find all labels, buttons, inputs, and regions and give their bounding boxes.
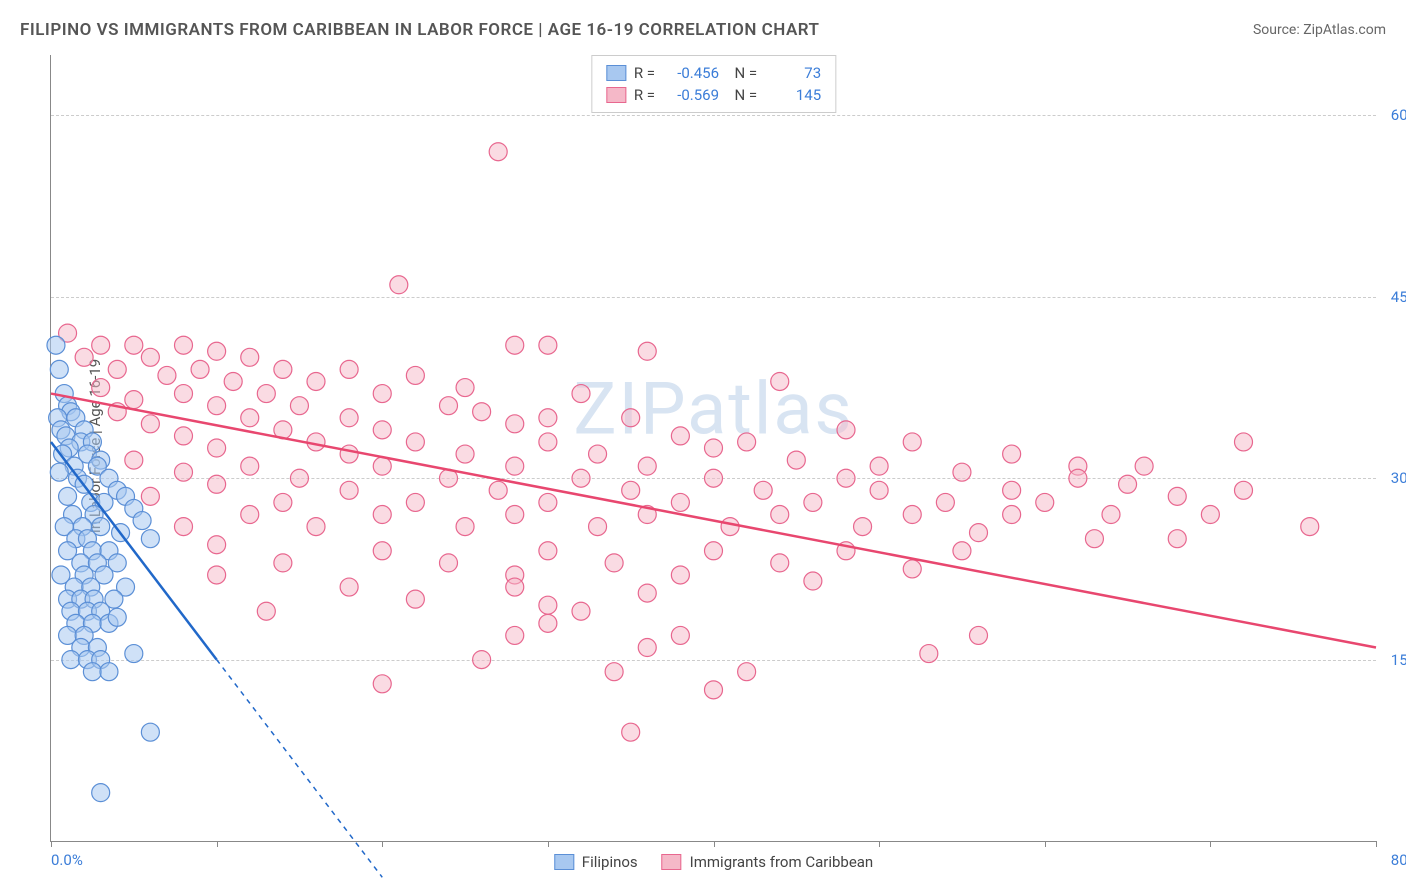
correlation-legend: R = -0.456 N = 73 R = -0.569 N = 145 — [591, 55, 836, 113]
legend-row-caribbean: R = -0.569 N = 145 — [606, 84, 821, 106]
y-tick-label: 15.0% — [1391, 651, 1406, 669]
x-tick — [1045, 841, 1046, 847]
legend-label-filipinos: Filipinos — [582, 853, 638, 871]
x-axis-min-label: 0.0% — [51, 851, 83, 869]
x-tick — [879, 841, 880, 847]
source-attribution: Source: ZipAtlas.com — [1253, 22, 1386, 38]
x-tick — [548, 841, 549, 847]
series-legend: Filipinos Immigrants from Caribbean — [554, 853, 873, 871]
r-label: R = — [634, 86, 655, 104]
legend-item-caribbean: Immigrants from Caribbean — [662, 853, 874, 871]
legend-row-filipinos: R = -0.456 N = 73 — [606, 62, 821, 84]
y-tick-label: 30.0% — [1391, 469, 1406, 487]
legend-swatch-caribbean — [606, 87, 626, 103]
legend-item-filipinos: Filipinos — [554, 853, 638, 871]
chart-title: FILIPINO VS IMMIGRANTS FROM CARIBBEAN IN… — [20, 20, 820, 40]
y-tick-label: 60.0% — [1391, 106, 1406, 124]
n-value-filipinos: 73 — [765, 64, 821, 82]
legend-label-caribbean: Immigrants from Caribbean — [690, 853, 874, 871]
n-label: N = — [727, 64, 757, 82]
r-value-filipinos: -0.456 — [663, 64, 719, 82]
x-tick — [217, 841, 218, 847]
x-tick — [51, 841, 52, 847]
n-value-caribbean: 145 — [765, 86, 821, 104]
x-tick — [714, 841, 715, 847]
x-axis-max-label: 80.0% — [1391, 851, 1406, 869]
legend-swatch-filipinos — [606, 65, 626, 81]
x-tick — [382, 841, 383, 847]
r-value-caribbean: -0.569 — [663, 86, 719, 104]
legend-swatch-caribbean — [662, 854, 682, 870]
n-label: N = — [727, 86, 757, 104]
chart-header: FILIPINO VS IMMIGRANTS FROM CARIBBEAN IN… — [20, 20, 1386, 40]
scatter-plot-svg — [51, 55, 1376, 841]
legend-swatch-filipinos — [554, 854, 574, 870]
y-tick-label: 45.0% — [1391, 288, 1406, 306]
chart-plot-area: ZIPatlas R = -0.456 N = 73 R = -0.569 N … — [50, 55, 1376, 842]
r-label: R = — [634, 64, 655, 82]
x-tick — [1376, 841, 1377, 847]
x-tick — [1210, 841, 1211, 847]
